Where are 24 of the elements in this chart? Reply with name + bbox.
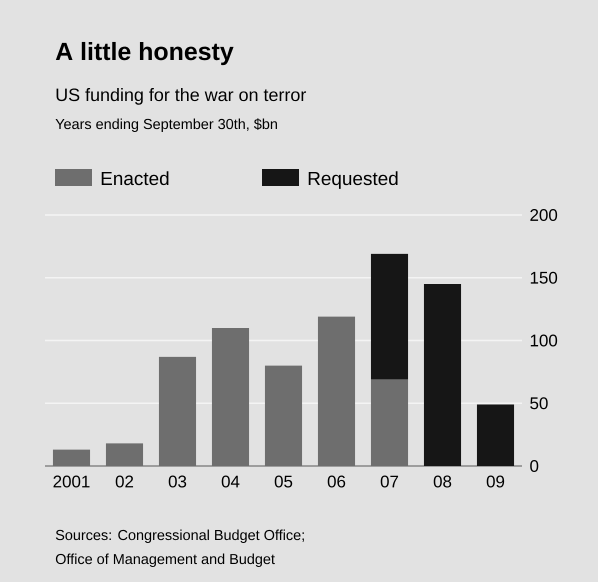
x-tick-label: 07 <box>380 476 398 488</box>
source-note: Sources: Congressional Budget Office; <box>56 530 304 543</box>
chart-title: A little honesty <box>56 42 234 66</box>
text: Years ending September 30th, $bn <box>56 118 277 132</box>
text: Office of Management and Budget <box>56 554 275 567</box>
x-tick-label: 03 <box>168 476 186 488</box>
y-tick-label: 150 <box>530 272 558 284</box>
bar <box>476 404 514 466</box>
x-tick-label: 08 <box>434 476 452 488</box>
legend-label: Requested <box>308 171 398 189</box>
y-tick-label: 50 <box>530 397 548 410</box>
x-tick-label: 09 <box>486 476 504 488</box>
x-tick-label: 06 <box>328 476 346 488</box>
chart-subtitle: US funding for the war on terror <box>56 88 306 105</box>
x-tick-label: 02 <box>116 476 134 488</box>
y-tick-label: 200 <box>530 209 558 221</box>
bar <box>424 284 462 466</box>
y-tick-label: 100 <box>530 334 558 346</box>
x-tick-label: 05 <box>274 476 292 488</box>
x-tick-label: 04 <box>222 476 240 488</box>
x-tick-label: 2001 <box>54 476 90 488</box>
y-tick-label: 0 <box>530 460 538 472</box>
legend-label: Enacted <box>102 171 168 186</box>
bar <box>370 254 408 380</box>
